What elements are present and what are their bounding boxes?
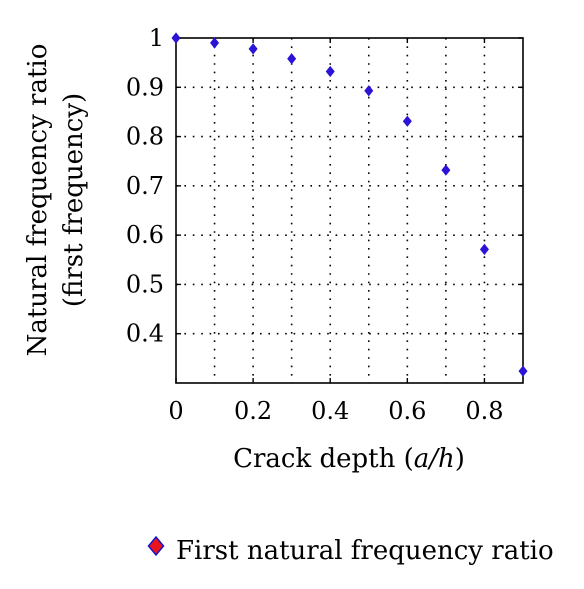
legend-label: First natural frequency ratio [176,536,554,566]
y-tick-label: 0.9 [126,73,164,101]
data-point [441,164,451,176]
x-tick-label: 0.4 [311,397,349,425]
y-tick-label: 0.4 [126,320,164,348]
y-tick-label: 1 [149,24,164,52]
data-point [364,85,374,97]
y-axis-label-line2: (first frequency) [59,93,89,307]
data-point [287,53,297,65]
x-tick-label: 0 [168,397,183,425]
x-axis-label-suffix: ) [455,444,465,474]
data-point [325,65,335,78]
data-point [479,243,489,256]
ticks: 0 0.2 0.4 0.6 0.8 0.4 0.5 0.6 0.7 0.8 0.9 1 [126,24,523,425]
y-tick-label: 0.7 [126,172,164,200]
x-axis-label-prefix: Crack depth ( [233,444,414,474]
x-axis-label: Crack depth (a/h) [233,444,465,474]
grid [176,38,523,383]
y-axis-label-line1: Natural frequency ratio [23,44,53,357]
plot-area-frame [175,37,524,384]
data-point [402,115,412,127]
x-tick-label: 0.8 [465,397,503,425]
data-point [248,43,258,55]
data-point [518,365,528,377]
x-tick-label: 0.2 [234,397,272,425]
data-point [171,32,181,44]
x-tick-label: 0.6 [388,397,426,425]
data-point [210,37,220,49]
y-tick-label: 0.5 [126,270,164,298]
legend: First natural frequency ratio [147,535,554,566]
y-tick-label: 0.6 [126,221,164,249]
y-tick-label: 0.8 [126,123,164,151]
x-axis-label-variable: a/h [414,444,455,474]
legend-marker-icon [147,535,165,557]
data-points [171,32,528,377]
